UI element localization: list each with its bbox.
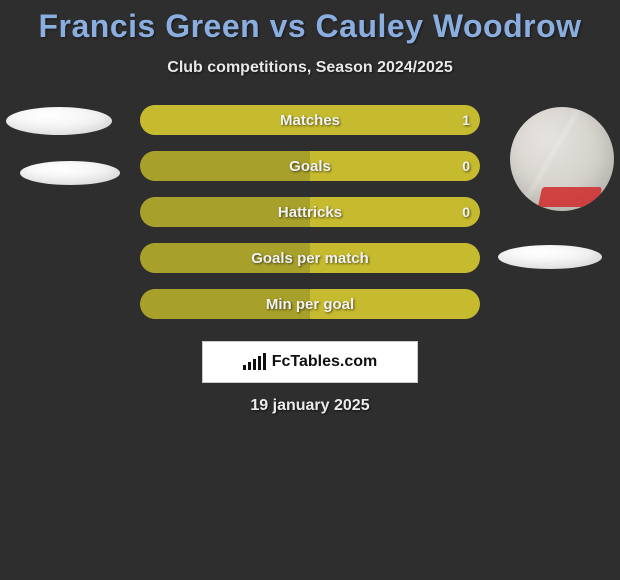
stat-bar: 0Goals	[140, 151, 480, 181]
stat-bars: 1Matches 0Goals 0Hattricks Goals per match M…	[140, 105, 480, 335]
stat-bar-left-segment	[140, 289, 310, 319]
stat-bar-left-segment	[140, 151, 310, 181]
brand-bar-icon-bar	[243, 365, 246, 370]
stat-value-right: 0	[452, 151, 480, 181]
brand-bars-icon	[243, 354, 266, 370]
brand-text: FcTables.com	[272, 353, 378, 371]
brand-bar-icon-bar	[263, 353, 266, 370]
stat-value-right: 0	[452, 197, 480, 227]
stat-bar-left-segment	[140, 243, 310, 273]
date-line: 19 january 2025	[0, 397, 620, 415]
brand-bar-icon-bar	[258, 356, 261, 370]
decor-ellipse-right-1	[498, 245, 602, 269]
avatar-right	[510, 107, 614, 211]
stat-bar: 1Matches	[140, 105, 480, 135]
stat-bar: 0Hattricks	[140, 197, 480, 227]
stat-bar-left-segment	[140, 197, 310, 227]
decor-ellipse-left-2	[20, 161, 120, 185]
brand-badge: FcTables.com	[202, 341, 418, 383]
brand-bar-icon-bar	[253, 359, 256, 370]
stat-value-right: 1	[452, 105, 480, 135]
stat-bar-right-segment	[310, 289, 480, 319]
stat-bar: Min per goal	[140, 289, 480, 319]
stat-bar: Goals per match	[140, 243, 480, 273]
page-title: Francis Green vs Cauley Woodrow	[0, 0, 620, 45]
decor-ellipse-left-1	[6, 107, 112, 135]
brand-bar-icon-bar	[248, 362, 251, 370]
stat-bar-right-segment	[140, 105, 480, 135]
stat-bar-right-segment	[310, 243, 480, 273]
subtitle: Club competitions, Season 2024/2025	[0, 59, 620, 77]
